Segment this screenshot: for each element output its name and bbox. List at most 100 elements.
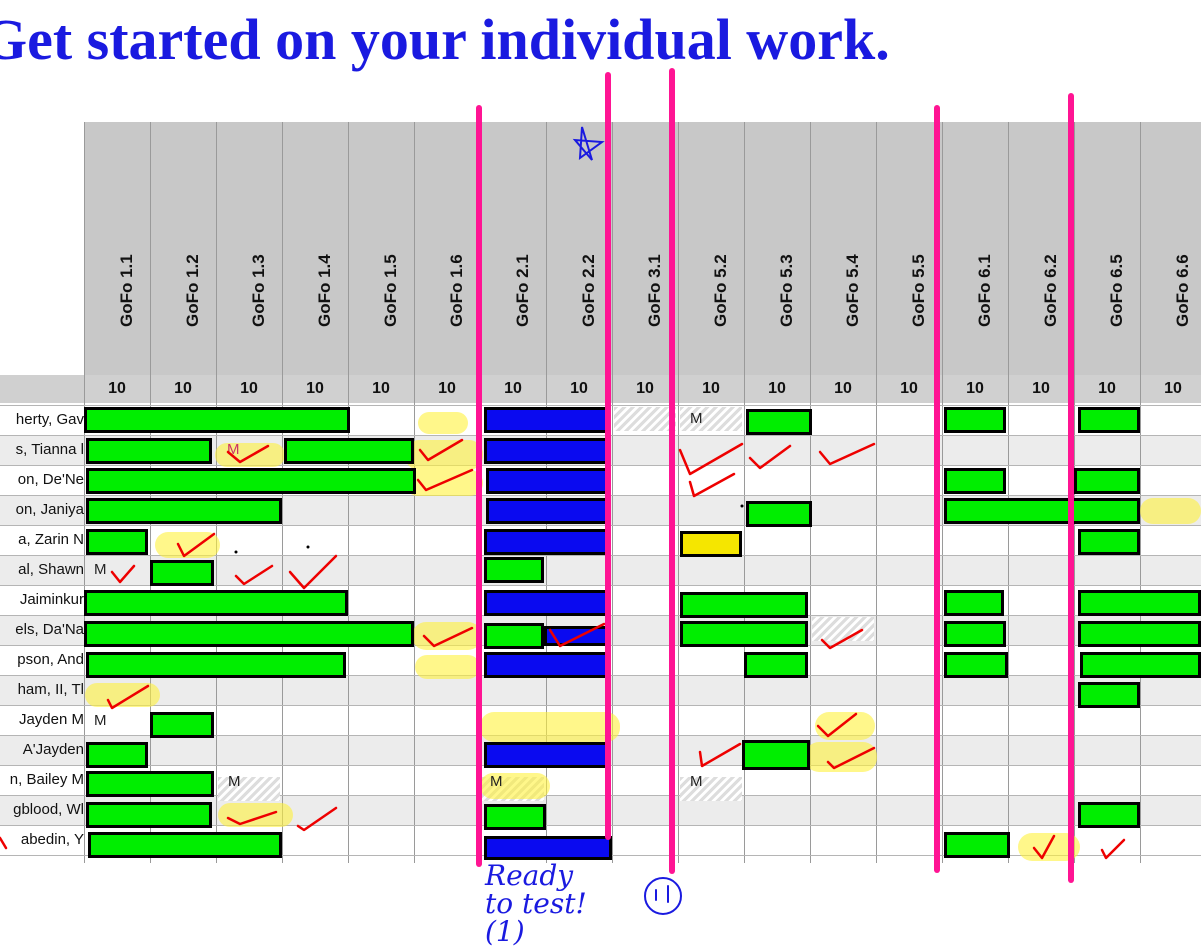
- mastery-bar[interactable]: [944, 621, 1006, 647]
- mastery-bar[interactable]: [944, 468, 1006, 494]
- mastery-bar[interactable]: [746, 501, 812, 527]
- column-header[interactable]: GoFo 5.4: [810, 122, 876, 375]
- column-header[interactable]: GoFo 1.6: [414, 122, 480, 375]
- mastery-bar[interactable]: [1074, 468, 1140, 494]
- mastery-bar[interactable]: [484, 652, 608, 678]
- mastery-bar[interactable]: [944, 832, 1010, 858]
- student-name[interactable]: Jaiminkur: [19, 591, 84, 608]
- student-name[interactable]: ham, II, Tl: [17, 681, 84, 698]
- mastery-bar[interactable]: [944, 590, 1004, 616]
- column-header[interactable]: GoFo 1.3: [216, 122, 282, 375]
- table-row[interactable]: abedin, Y: [0, 825, 1201, 855]
- mastery-bar[interactable]: [484, 742, 608, 768]
- mastery-bar[interactable]: [86, 802, 212, 828]
- mastery-bar[interactable]: [484, 557, 544, 583]
- mastery-bar[interactable]: [486, 468, 608, 494]
- mastery-bar[interactable]: [484, 836, 612, 860]
- student-name[interactable]: n, Bailey M: [9, 771, 84, 788]
- mastery-bar[interactable]: [484, 407, 608, 433]
- missing-marker: M: [690, 410, 703, 427]
- mastery-bar[interactable]: [86, 498, 282, 524]
- points-cell: 10: [612, 375, 678, 403]
- column-header[interactable]: GoFo 1.2: [150, 122, 216, 375]
- mastery-bar[interactable]: [86, 771, 214, 797]
- mastery-bar[interactable]: [1078, 621, 1201, 647]
- student-name[interactable]: Jayden M: [18, 711, 84, 728]
- mastery-bar[interactable]: [84, 621, 414, 647]
- mastery-bar[interactable]: [150, 712, 214, 738]
- mastery-bar[interactable]: [1078, 802, 1140, 828]
- table-row[interactable]: ham, II, Tl: [0, 675, 1201, 705]
- mastery-bar[interactable]: [746, 409, 812, 435]
- table-row[interactable]: n, Bailey M: [0, 765, 1201, 795]
- mastery-bar[interactable]: [284, 438, 414, 464]
- table-row[interactable]: pson, And: [0, 645, 1201, 675]
- mastery-bar[interactable]: [1078, 682, 1140, 708]
- highlight-mark: [155, 532, 220, 558]
- mastery-bar[interactable]: [544, 626, 608, 646]
- points-cell: 10: [414, 375, 480, 403]
- table-row[interactable]: on, De'Ne: [0, 465, 1201, 495]
- column-header[interactable]: GoFo 2.2: [546, 122, 612, 375]
- column-header[interactable]: GoFo 1.4: [282, 122, 348, 375]
- student-name[interactable]: s, Tianna l: [15, 441, 84, 458]
- mastery-bar[interactable]: [744, 652, 808, 678]
- mastery-bar[interactable]: [86, 529, 148, 555]
- mastery-bar[interactable]: [84, 407, 350, 433]
- mastery-bar[interactable]: [86, 742, 148, 768]
- student-name[interactable]: al, Shawn: [18, 561, 84, 578]
- column-header[interactable]: GoFo 6.5: [1074, 122, 1140, 375]
- mastery-bar[interactable]: [680, 531, 742, 557]
- mastery-bar[interactable]: [88, 832, 282, 858]
- pen-line: [669, 68, 675, 874]
- mastery-bar[interactable]: [680, 621, 808, 647]
- student-name[interactable]: gblood, Wl: [13, 801, 84, 818]
- mastery-bar[interactable]: [680, 592, 808, 618]
- mastery-bar[interactable]: [484, 623, 544, 649]
- student-name[interactable]: a, Zarin N: [18, 531, 84, 548]
- student-name[interactable]: on, Janiya: [15, 501, 84, 518]
- column-header[interactable]: GoFo 5.3: [744, 122, 810, 375]
- mastery-bar[interactable]: [1078, 407, 1140, 433]
- student-name[interactable]: herty, Gav: [15, 411, 84, 428]
- points-cell: 10: [348, 375, 414, 403]
- mastery-bar[interactable]: [484, 529, 608, 555]
- mastery-bar[interactable]: [944, 407, 1006, 433]
- column-header[interactable]: GoFo 1.1: [84, 122, 150, 375]
- table-row[interactable]: herty, Gav: [0, 405, 1201, 435]
- student-name[interactable]: on, De'Ne: [17, 471, 84, 488]
- column-header[interactable]: GoFo 2.1: [480, 122, 546, 375]
- student-name[interactable]: els, Da'Na: [15, 621, 84, 638]
- student-name[interactable]: pson, And: [17, 651, 84, 668]
- points-cell: 10: [678, 375, 744, 403]
- column-header[interactable]: GoFo 6.1: [942, 122, 1008, 375]
- mastery-bar[interactable]: [86, 652, 346, 678]
- column-header[interactable]: GoFo 5.2: [678, 122, 744, 375]
- table-row[interactable]: Jaiminkur: [0, 585, 1201, 615]
- mastery-bar[interactable]: [84, 590, 348, 616]
- column-label: GoFo 1.6: [447, 254, 466, 327]
- student-name[interactable]: A'Jayden: [22, 741, 84, 758]
- column-header[interactable]: GoFo 5.5: [876, 122, 942, 375]
- column-header[interactable]: GoFo 6.6: [1140, 122, 1201, 375]
- mastery-bar[interactable]: [150, 560, 214, 586]
- mastery-bar[interactable]: [1078, 590, 1201, 616]
- mastery-bar[interactable]: [1080, 652, 1201, 678]
- mastery-bar[interactable]: [1078, 529, 1140, 555]
- student-name[interactable]: abedin, Y: [20, 831, 84, 848]
- mastery-bar[interactable]: [944, 652, 1008, 678]
- column-header[interactable]: GoFo 1.5: [348, 122, 414, 375]
- mastery-bar[interactable]: [486, 498, 608, 524]
- highlight-mark: [218, 803, 293, 827]
- mastery-bar[interactable]: [86, 438, 212, 464]
- column-header[interactable]: GoFo 6.2: [1008, 122, 1074, 375]
- table-row[interactable]: a, Zarin N: [0, 525, 1201, 555]
- points-cell: 10: [942, 375, 1008, 403]
- mastery-bar[interactable]: [484, 438, 608, 464]
- mastery-bar[interactable]: [484, 590, 608, 616]
- table-row[interactable]: Jayden M: [0, 705, 1201, 735]
- mastery-bar[interactable]: [742, 740, 810, 770]
- mastery-bar[interactable]: [86, 468, 416, 494]
- mastery-bar[interactable]: [484, 804, 546, 830]
- mastery-bar[interactable]: [944, 498, 1140, 524]
